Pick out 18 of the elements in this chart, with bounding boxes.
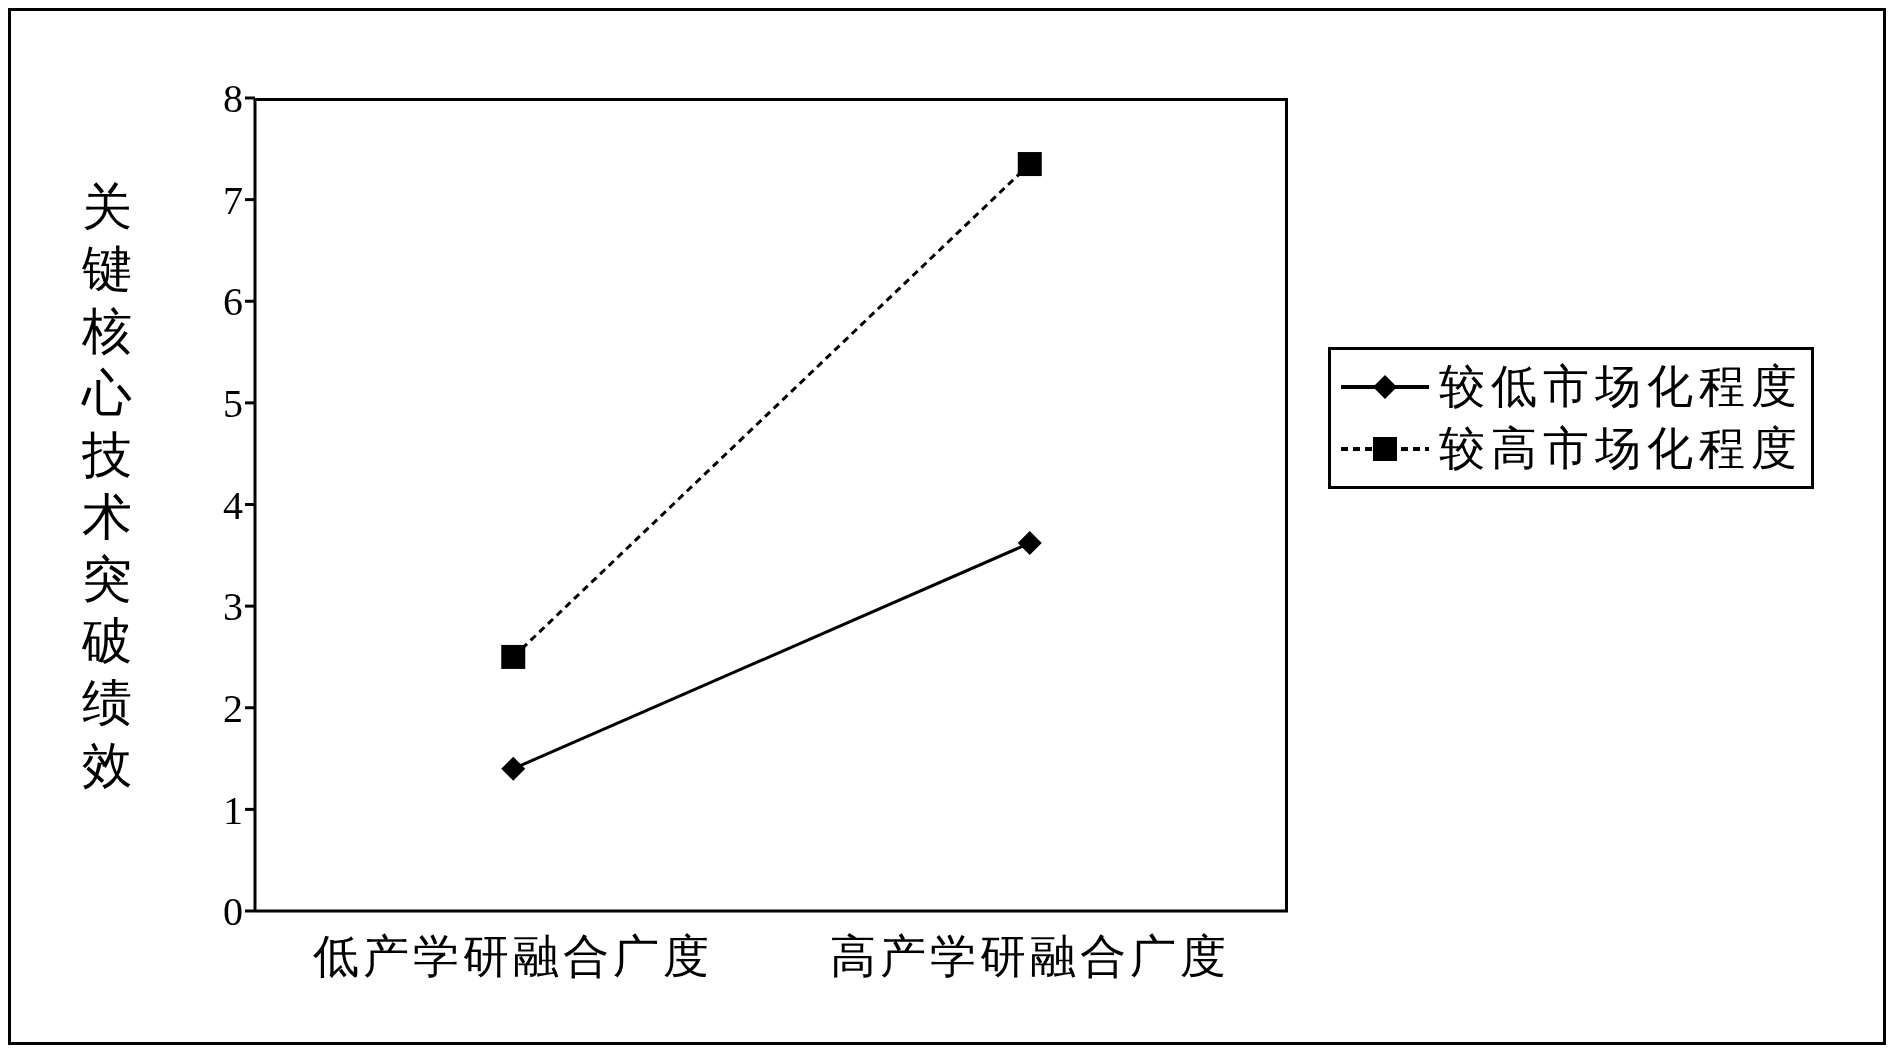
x-tick-label: 高产学研融合广度 bbox=[829, 930, 1230, 982]
y-tick-label: 8 bbox=[223, 76, 243, 122]
y-tick-label: 7 bbox=[223, 177, 243, 223]
text: 关键核心技术突破绩效 bbox=[82, 179, 132, 793]
point bbox=[1017, 152, 1042, 177]
y-tick-label: 1 bbox=[223, 787, 243, 833]
y-tick-label: 5 bbox=[223, 381, 243, 427]
x-tick-label: 低产学研融合广度 bbox=[313, 930, 714, 982]
point bbox=[1017, 531, 1042, 556]
y-tick-label: 2 bbox=[223, 685, 243, 731]
y-tick-label: 0 bbox=[223, 889, 243, 935]
y-tick-label: 6 bbox=[223, 279, 243, 325]
y-tick-label: 4 bbox=[223, 482, 243, 528]
legend-label: 较低市场化程度 bbox=[1439, 360, 1803, 414]
point bbox=[501, 756, 526, 781]
legend-label: 较高市场化程度 bbox=[1439, 422, 1803, 476]
point bbox=[501, 644, 526, 669]
y-tick-label: 3 bbox=[223, 584, 243, 630]
